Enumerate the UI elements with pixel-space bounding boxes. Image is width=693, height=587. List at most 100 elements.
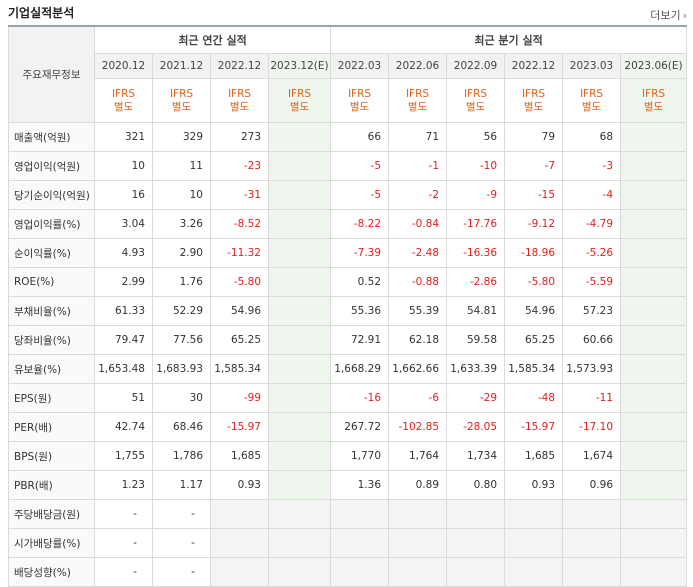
ifrs-type-label: 별도 — [407, 100, 428, 113]
table-cell — [210, 528, 269, 558]
row-label: 부채비율(%) — [8, 296, 95, 326]
table-cell — [330, 499, 390, 529]
table-cell: - — [94, 528, 153, 558]
row-label: 시가배당률(%) — [8, 528, 95, 558]
table-cell: 55.39 — [388, 296, 448, 326]
table-cell — [267, 441, 332, 471]
table-cell: 42.74 — [94, 412, 153, 442]
table-row: 부채비율(%) 61.33 52.29 54.96 55.36 55.39 54.81 54.… — [8, 296, 688, 326]
ifrs-type-label: 별도 — [465, 100, 486, 113]
table-cell: - — [94, 557, 153, 587]
table-cell: 3.26 — [152, 209, 211, 239]
table-cell: -5.59 — [562, 267, 622, 297]
chevron-right-icon: › — [682, 9, 687, 22]
table-cell: 0.89 — [388, 470, 448, 500]
table-cell: -5.80 — [210, 267, 269, 297]
table-cell: 51 — [94, 383, 153, 413]
ifrs-label: IFRS — [579, 87, 604, 100]
table-cell — [267, 470, 332, 500]
table-cell: 59.58 — [446, 325, 506, 355]
table-cell — [620, 325, 688, 355]
table-cell: -18.96 — [504, 238, 564, 268]
ifrs-type-label: 별도 — [643, 100, 664, 113]
table-cell: -31 — [210, 180, 269, 210]
more-link[interactable]: 더보기 › — [650, 7, 687, 23]
table-cell: -2.48 — [388, 238, 448, 268]
table-cell: 0.96 — [562, 470, 622, 500]
ifrs-label: IFRS — [641, 87, 666, 100]
row-label: 주당배당금(원) — [8, 499, 95, 529]
table-cell: -5.26 — [562, 238, 622, 268]
table-cell: 57.23 — [562, 296, 622, 326]
table-cell: 321 — [94, 122, 153, 152]
table-cell — [267, 296, 332, 326]
ifrs-label: IFRS — [405, 87, 430, 100]
table-cell: 55.36 — [330, 296, 390, 326]
period-header: 2020.12 — [94, 53, 153, 79]
table-cell: 1.36 — [330, 470, 390, 500]
table-row: 순이익률(%) 4.93 2.90 -11.32 -7.39 -2.48 -16.36 -18… — [8, 238, 688, 268]
table-row: 당좌비율(%) 79.47 77.56 65.25 72.91 62.18 59.58 65.… — [8, 325, 688, 355]
ifrs-basis-header: IFRS 별도 — [267, 78, 332, 123]
table-row: 매출액(억원) 321 329 273 66 71 56 79 68 — [8, 122, 688, 152]
ifrs-type-label: 별도 — [523, 100, 544, 113]
table-cell: -16 — [330, 383, 390, 413]
table-cell: 10 — [152, 180, 211, 210]
table-cell: - — [152, 499, 211, 529]
table-cell: 0.93 — [210, 470, 269, 500]
row-label: 영업이익률(%) — [8, 209, 95, 239]
table-cell: -7 — [504, 151, 564, 181]
table-cell: 1.76 — [152, 267, 211, 297]
table-cell — [620, 354, 688, 384]
row-label: 당기순이익(억원) — [8, 180, 95, 210]
ifrs-basis-header: IFRS 별도 — [446, 78, 506, 123]
table-cell — [267, 238, 332, 268]
table-cell — [620, 499, 688, 529]
table-cell — [267, 383, 332, 413]
table-cell: 1,734 — [446, 441, 506, 471]
table-cell: 329 — [152, 122, 211, 152]
table-cell — [620, 557, 688, 587]
row-label: 영업이익(억원) — [8, 151, 95, 181]
table-cell — [620, 441, 688, 471]
table-cell — [267, 267, 332, 297]
table-cell: -9 — [446, 180, 506, 210]
table-row: 영업이익(억원) 10 11 -23 -5 -1 -10 -7 -3 — [8, 151, 688, 181]
table-cell — [267, 151, 332, 181]
table-cell — [446, 557, 506, 587]
table-cell — [446, 499, 506, 529]
table-cell — [620, 180, 688, 210]
table-cell — [388, 499, 448, 529]
period-header: 2022.03 — [330, 53, 390, 79]
table-cell: -7.39 — [330, 238, 390, 268]
table-cell — [562, 528, 622, 558]
table-cell: -10 — [446, 151, 506, 181]
table-cell: 30 — [152, 383, 211, 413]
table-cell: -2.86 — [446, 267, 506, 297]
table-cell — [267, 354, 332, 384]
table-cell: -5 — [330, 180, 390, 210]
row-label: PBR(배) — [8, 470, 95, 500]
table-row: 주당배당금(원) - - — [8, 499, 688, 529]
table-cell — [267, 325, 332, 355]
table-cell — [620, 267, 688, 297]
period-header: 2023.06(E) — [620, 53, 688, 79]
table-cell: -2 — [388, 180, 448, 210]
table-cell: 3.04 — [94, 209, 153, 239]
table-cell: 4.93 — [94, 238, 153, 268]
table-cell: 52.29 — [152, 296, 211, 326]
table-cell — [210, 557, 269, 587]
row-label: BPS(원) — [8, 441, 95, 471]
table-cell: -3 — [562, 151, 622, 181]
table-cell — [562, 499, 622, 529]
table-cell: 0.52 — [330, 267, 390, 297]
table-cell — [267, 557, 332, 587]
period-header: 2023.12(E) — [267, 53, 332, 79]
table-cell — [620, 470, 688, 500]
ifrs-label: IFRS — [227, 87, 252, 100]
table-cell — [330, 528, 390, 558]
table-cell — [620, 528, 688, 558]
table-cell: -6 — [388, 383, 448, 413]
table-cell: -1 — [388, 151, 448, 181]
table-cell — [620, 238, 688, 268]
